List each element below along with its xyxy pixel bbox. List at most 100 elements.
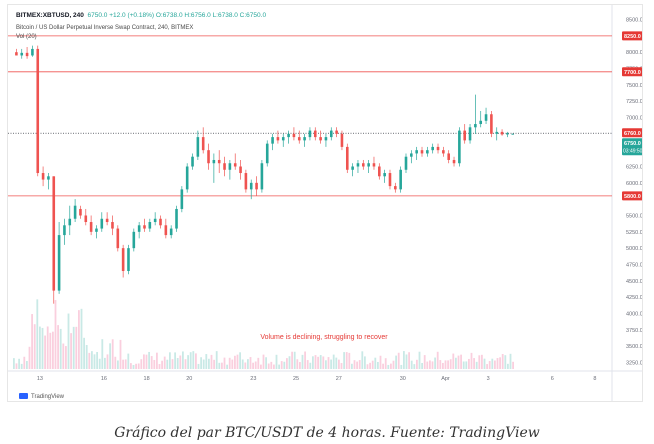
volume-bar <box>499 357 501 369</box>
candle-body <box>484 114 488 121</box>
volume-bar <box>358 360 361 369</box>
volume-bar <box>418 351 421 369</box>
candle-body <box>239 166 242 174</box>
candle-body <box>63 225 66 236</box>
volume-bar <box>215 351 218 369</box>
price-tick-label: 4750.0 <box>626 262 642 268</box>
volume-bar <box>262 354 265 369</box>
volume-bar <box>247 359 249 369</box>
volume-bar <box>20 363 23 369</box>
instrument-description: Bitcoin / US Dollar Perpetual Inverse Sw… <box>16 25 194 31</box>
volume-bar <box>135 363 137 369</box>
volume-bar <box>434 357 436 369</box>
volume-bar <box>140 359 143 369</box>
volume-bar <box>189 352 192 369</box>
volume-bar <box>59 328 62 369</box>
volume-bar <box>218 362 221 369</box>
candle-body <box>25 52 29 57</box>
candlestick-chart: 8500.08000.07750.07500.07250.07000.06500… <box>8 5 642 401</box>
volume-bar <box>106 354 109 369</box>
volume-bar <box>377 361 379 369</box>
candle-body <box>383 173 386 177</box>
candle-body <box>340 133 344 147</box>
candle-body <box>249 182 253 190</box>
volume-bar <box>416 359 418 369</box>
time-tick-label: 6 <box>551 376 554 382</box>
volume-bar <box>429 360 431 369</box>
volume-bar <box>481 354 483 369</box>
volume-bar <box>36 299 39 369</box>
candle-body <box>105 218 109 223</box>
time-tick-label: 27 <box>336 376 342 382</box>
candle-body <box>324 137 328 141</box>
candle-body <box>297 137 301 141</box>
volume-bar <box>296 359 299 369</box>
level-price-tag <box>622 191 642 201</box>
volume-bar <box>374 357 377 369</box>
volume-bar <box>104 357 106 369</box>
volume-bar <box>52 331 54 369</box>
volume-bar <box>169 352 171 369</box>
volume-bar <box>335 357 338 369</box>
candle-body <box>420 150 424 154</box>
volume-bar <box>57 325 59 369</box>
volume-bar <box>184 359 187 369</box>
volume-bar <box>124 359 127 369</box>
candle-body <box>292 133 296 138</box>
volume-bar <box>210 354 213 369</box>
volume-bar <box>390 363 392 369</box>
candle-body <box>271 137 274 144</box>
volume-bar <box>384 358 387 369</box>
volume-bar <box>148 351 150 369</box>
volume-bar <box>13 358 15 369</box>
volume-bar <box>317 356 319 369</box>
volume-bar <box>49 332 52 369</box>
volume-bar <box>111 339 114 369</box>
volume-bar <box>46 326 49 369</box>
volume-bar <box>473 358 475 369</box>
symbol-label[interactable]: BITMEX:XBTUSD, 240 <box>16 12 84 19</box>
tradingview-logo[interactable]: TradingView <box>19 393 64 400</box>
volume-bar <box>488 361 491 369</box>
candle-body <box>89 222 93 232</box>
volume-bar <box>314 355 317 369</box>
bar-countdown-label: 03:49:50 <box>623 149 642 155</box>
volume-bar <box>364 356 366 369</box>
volume-bar <box>293 351 296 369</box>
volume-bar <box>257 357 260 369</box>
volume-bar <box>85 344 88 369</box>
price-tick-label: 7500.0 <box>626 83 642 89</box>
volume-bar <box>31 314 33 369</box>
time-tick-label: 16 <box>101 376 107 382</box>
volume-bar <box>88 352 91 369</box>
candle-body <box>319 137 322 141</box>
volume-bar <box>205 354 208 369</box>
volume-bar <box>200 357 202 369</box>
volume-bar <box>213 359 215 369</box>
price-tick-label: 5000.0 <box>626 246 642 252</box>
volume-bar <box>130 363 132 369</box>
candle-body <box>335 130 338 134</box>
volume-bar <box>119 339 122 369</box>
volume-bar <box>426 361 429 369</box>
candle-body <box>20 52 24 56</box>
candle-body <box>479 120 483 125</box>
price-tick-label: 7000.0 <box>626 116 642 122</box>
time-tick-label: 20 <box>186 376 192 382</box>
candle-body <box>175 208 178 229</box>
volume-bar <box>70 333 72 369</box>
volume-bar <box>366 364 369 369</box>
volume-indicator-label[interactable]: Vol (20) <box>16 34 37 40</box>
volume-bar <box>174 352 176 369</box>
volume-bar <box>28 346 31 369</box>
volume-bar <box>234 355 236 369</box>
volume-bar <box>171 359 174 369</box>
volume-bar <box>122 359 124 369</box>
volume-bar <box>403 351 405 369</box>
candle-body <box>452 159 456 164</box>
price-tick-label: 4000.0 <box>626 311 642 317</box>
symbol-header: BITMEX:XBTUSD, 240 6750.0 +12.0 (+0.18%)… <box>16 12 266 19</box>
candle-body <box>367 163 370 167</box>
price-tick-label: 4250.0 <box>626 295 642 301</box>
level-price-label: 8250.0 <box>624 34 641 40</box>
